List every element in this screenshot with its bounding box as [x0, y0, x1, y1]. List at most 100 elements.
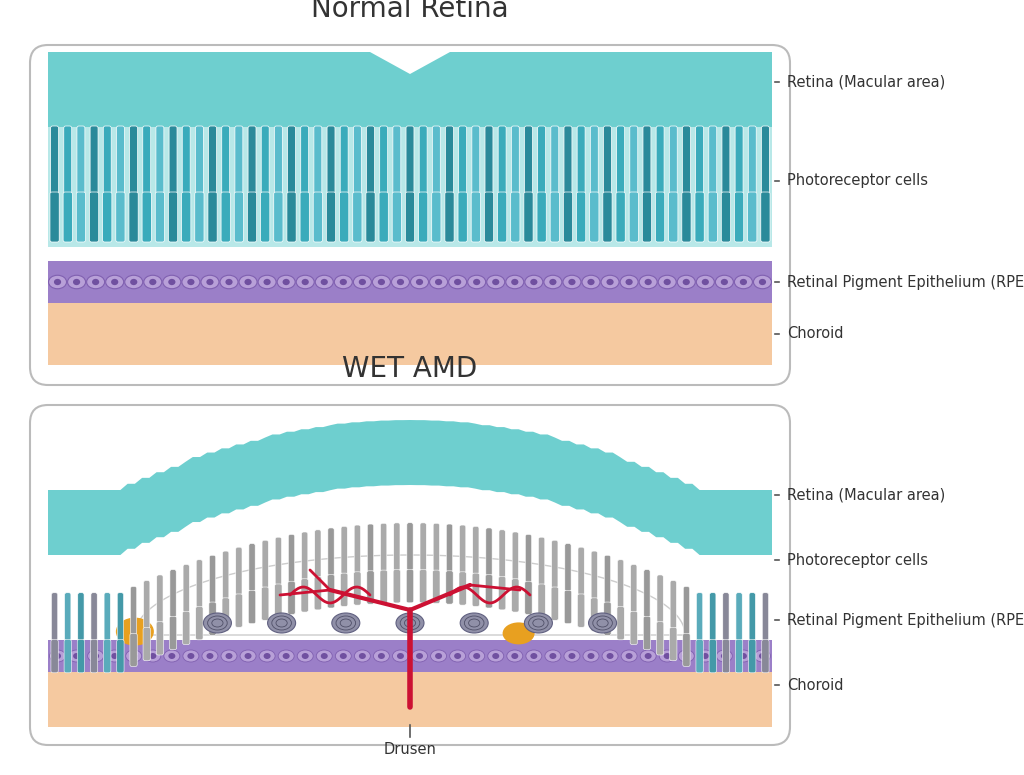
Polygon shape	[209, 247, 211, 261]
Ellipse shape	[759, 653, 766, 659]
FancyBboxPatch shape	[511, 126, 519, 194]
FancyBboxPatch shape	[604, 602, 611, 636]
Ellipse shape	[754, 275, 771, 289]
Text: Choroid: Choroid	[787, 677, 844, 693]
Polygon shape	[647, 247, 649, 261]
Ellipse shape	[716, 275, 733, 289]
Ellipse shape	[225, 653, 232, 659]
Polygon shape	[247, 247, 250, 261]
FancyBboxPatch shape	[353, 572, 361, 605]
Ellipse shape	[315, 275, 333, 289]
FancyBboxPatch shape	[471, 192, 480, 242]
Ellipse shape	[69, 650, 85, 662]
Ellipse shape	[150, 279, 157, 285]
FancyBboxPatch shape	[104, 593, 111, 640]
Ellipse shape	[503, 622, 535, 644]
Text: Retina (Macular area): Retina (Macular area)	[787, 487, 945, 502]
FancyBboxPatch shape	[195, 192, 204, 242]
Polygon shape	[475, 247, 478, 261]
FancyBboxPatch shape	[524, 126, 532, 194]
FancyBboxPatch shape	[750, 593, 756, 640]
FancyBboxPatch shape	[682, 192, 691, 242]
Ellipse shape	[568, 653, 575, 659]
FancyBboxPatch shape	[90, 126, 98, 194]
Ellipse shape	[639, 275, 657, 289]
Polygon shape	[495, 247, 498, 261]
FancyBboxPatch shape	[392, 192, 401, 242]
FancyBboxPatch shape	[749, 126, 756, 194]
Polygon shape	[170, 247, 173, 261]
FancyBboxPatch shape	[262, 540, 268, 588]
FancyBboxPatch shape	[156, 126, 164, 194]
FancyBboxPatch shape	[221, 192, 230, 242]
FancyBboxPatch shape	[90, 639, 97, 673]
FancyBboxPatch shape	[761, 192, 770, 242]
Ellipse shape	[601, 275, 620, 289]
FancyBboxPatch shape	[670, 627, 677, 660]
Ellipse shape	[588, 279, 595, 285]
Ellipse shape	[143, 275, 162, 289]
Ellipse shape	[150, 653, 157, 659]
Polygon shape	[456, 247, 459, 261]
Polygon shape	[570, 247, 573, 261]
Ellipse shape	[258, 275, 276, 289]
FancyBboxPatch shape	[643, 126, 651, 194]
Ellipse shape	[92, 653, 99, 659]
Ellipse shape	[73, 653, 80, 659]
FancyBboxPatch shape	[381, 523, 387, 571]
FancyBboxPatch shape	[91, 593, 97, 640]
FancyBboxPatch shape	[118, 593, 124, 640]
Ellipse shape	[354, 650, 371, 662]
FancyBboxPatch shape	[222, 551, 228, 599]
FancyBboxPatch shape	[275, 537, 282, 585]
FancyBboxPatch shape	[168, 192, 178, 242]
FancyBboxPatch shape	[630, 126, 638, 194]
FancyBboxPatch shape	[183, 564, 189, 612]
FancyBboxPatch shape	[261, 587, 269, 620]
Ellipse shape	[602, 650, 618, 662]
Ellipse shape	[373, 275, 390, 289]
Polygon shape	[742, 247, 744, 261]
FancyBboxPatch shape	[563, 192, 572, 242]
Polygon shape	[666, 247, 669, 261]
FancyBboxPatch shape	[459, 572, 466, 605]
Ellipse shape	[721, 653, 728, 659]
Ellipse shape	[87, 275, 104, 289]
FancyBboxPatch shape	[181, 192, 190, 242]
FancyBboxPatch shape	[762, 593, 769, 640]
FancyBboxPatch shape	[444, 192, 454, 242]
Polygon shape	[48, 672, 772, 727]
Ellipse shape	[296, 275, 314, 289]
Ellipse shape	[734, 275, 753, 289]
FancyBboxPatch shape	[460, 525, 466, 573]
Polygon shape	[135, 555, 685, 635]
FancyBboxPatch shape	[419, 126, 427, 194]
Ellipse shape	[717, 650, 732, 662]
FancyBboxPatch shape	[657, 575, 664, 622]
FancyBboxPatch shape	[656, 622, 664, 655]
Ellipse shape	[106, 650, 123, 662]
FancyBboxPatch shape	[143, 627, 151, 660]
Text: WET AMD: WET AMD	[342, 355, 477, 383]
FancyBboxPatch shape	[380, 570, 387, 604]
Ellipse shape	[220, 275, 238, 289]
Ellipse shape	[116, 618, 154, 646]
FancyBboxPatch shape	[142, 192, 152, 242]
Ellipse shape	[245, 653, 252, 659]
Polygon shape	[114, 247, 116, 261]
Ellipse shape	[564, 650, 580, 662]
Polygon shape	[418, 247, 421, 261]
Ellipse shape	[487, 650, 504, 662]
Ellipse shape	[659, 650, 675, 662]
Ellipse shape	[297, 650, 313, 662]
FancyBboxPatch shape	[156, 192, 165, 242]
FancyBboxPatch shape	[721, 192, 730, 242]
Ellipse shape	[397, 279, 404, 285]
Text: Retinal Pigment Epithelium (RPE): Retinal Pigment Epithelium (RPE)	[787, 612, 1024, 628]
Ellipse shape	[207, 653, 213, 659]
Ellipse shape	[126, 650, 141, 662]
FancyBboxPatch shape	[446, 524, 453, 572]
Ellipse shape	[606, 653, 613, 659]
FancyBboxPatch shape	[249, 591, 256, 624]
FancyBboxPatch shape	[130, 587, 136, 634]
